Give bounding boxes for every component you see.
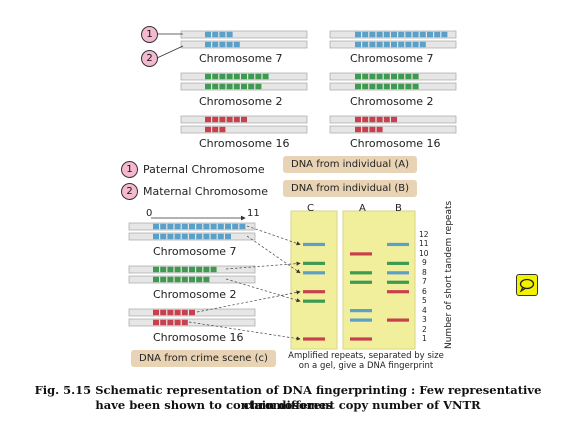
lane-b-band-5 <box>387 290 409 294</box>
c-chr16-paternal <box>128 308 256 317</box>
connector-1 <box>246 225 301 246</box>
connector-4 <box>225 278 301 303</box>
b-chromosome-7-label: Chromosome 7 <box>350 52 434 65</box>
tick-9: 9 <box>422 258 427 268</box>
comment-icon[interactable] <box>516 274 538 296</box>
lane-b-band-2 <box>387 271 409 275</box>
a-chr16-paternal <box>180 115 308 124</box>
connector-2 <box>246 235 301 274</box>
leader-line-2 <box>156 45 184 59</box>
tick-5: 5 <box>422 296 427 306</box>
c-chromosome-16-label: Chromosome 16 <box>153 331 244 344</box>
lane-a-band-5 <box>350 252 372 256</box>
legend-key-2: 2 <box>121 183 138 200</box>
lane-a-band-4 <box>350 271 372 275</box>
c-chr7-maternal <box>128 232 256 241</box>
b-chromosome-2-label: Chromosome 2 <box>350 95 434 108</box>
lane-c-label: C <box>307 203 314 214</box>
connector-6 <box>188 321 301 341</box>
scale-end-label: 11 <box>247 208 260 219</box>
b-chr2-maternal <box>329 82 457 91</box>
lane-c-band-1 <box>303 242 325 247</box>
lane-b-band-3 <box>387 261 409 265</box>
lane-b-band-1 <box>387 242 409 247</box>
gel-lanes-ab <box>342 210 416 350</box>
figure-caption-line1: Fig. 5.15 Schematic representation of DN… <box>34 383 542 412</box>
lane-c-band-5 <box>303 290 325 294</box>
lane-a-band-1 <box>350 309 372 313</box>
lane-a-band-6 <box>350 337 372 341</box>
tick-12: 12 <box>419 230 429 239</box>
figure-caption-line2: have been shown to contain different cop… <box>95 398 481 412</box>
individual-b-box: DNA from individual (B) <box>283 180 418 197</box>
legend-key-1: 1 <box>121 161 138 178</box>
tick-4: 4 <box>422 305 427 315</box>
lane-c-band-4 <box>303 299 325 303</box>
crime-scene-box: DNA from crime scene (c) <box>131 350 276 367</box>
lane-a-label: A <box>359 203 366 214</box>
a-chr7-maternal <box>180 40 308 49</box>
legend-marker-1: 1 <box>141 26 158 43</box>
lane-c-band-3 <box>303 261 325 265</box>
gel-lane-c <box>290 210 338 350</box>
lane-c-band-2 <box>303 271 325 275</box>
legend-paternal-label: Paternal Chromosome <box>143 163 265 176</box>
legend-marker-2: 2 <box>141 50 158 67</box>
a-chr7-paternal <box>180 30 308 39</box>
a-chr16-maternal <box>180 125 308 134</box>
b-chr16-maternal <box>329 125 457 134</box>
c-chr7-paternal <box>128 222 256 231</box>
connector-3 <box>225 261 301 270</box>
b-chr2-paternal <box>329 72 457 81</box>
c-chromosome-7-label: Chromosome 7 <box>153 245 237 258</box>
c-chr2-paternal <box>128 265 256 274</box>
tick-1: 1 <box>422 334 427 343</box>
tick-8: 8 <box>422 267 427 277</box>
lane-a-band-3 <box>350 280 372 284</box>
individual-a-box: DNA from individual (A) <box>283 156 418 173</box>
a-chromosome-7-label: Chromosome 7 <box>199 52 283 65</box>
b-chr7-maternal <box>329 40 457 49</box>
tick-11: 11 <box>419 239 429 249</box>
b-chr16-paternal <box>329 115 457 124</box>
a-chromosome-16-label: Chromosome 16 <box>199 137 290 150</box>
tick-2: 2 <box>422 324 427 334</box>
legend-maternal-label: Maternal Chromosome <box>143 185 268 198</box>
scale-start-label: 0 <box>146 208 153 219</box>
lane-b-label: B <box>395 203 402 214</box>
lane-a-band-2 <box>350 318 372 322</box>
a-chr2-paternal <box>180 72 308 81</box>
tick-7: 7 <box>422 277 427 287</box>
lane-b-band-4 <box>387 280 409 284</box>
tick-10: 10 <box>419 248 429 258</box>
lane-c-band-6 <box>303 337 325 341</box>
c-chromosome-2-label: Chromosome 2 <box>153 288 237 301</box>
b-chr7-paternal <box>329 30 457 39</box>
gel-note: Amplified repeats, separated by size on … <box>288 351 444 371</box>
connector-5 <box>196 290 301 313</box>
lane-b-band-6 <box>387 318 409 322</box>
axis-label: Number of short tandem repeats <box>444 200 454 349</box>
b-chromosome-16-label: Chromosome 16 <box>350 137 441 150</box>
tick-6: 6 <box>422 286 427 296</box>
tick-3: 3 <box>422 315 427 325</box>
a-chromosome-2-label: Chromosome 2 <box>199 95 283 108</box>
c-chr16-maternal <box>128 318 256 327</box>
a-chr2-maternal <box>180 82 308 91</box>
c-chr2-maternal <box>128 275 256 284</box>
